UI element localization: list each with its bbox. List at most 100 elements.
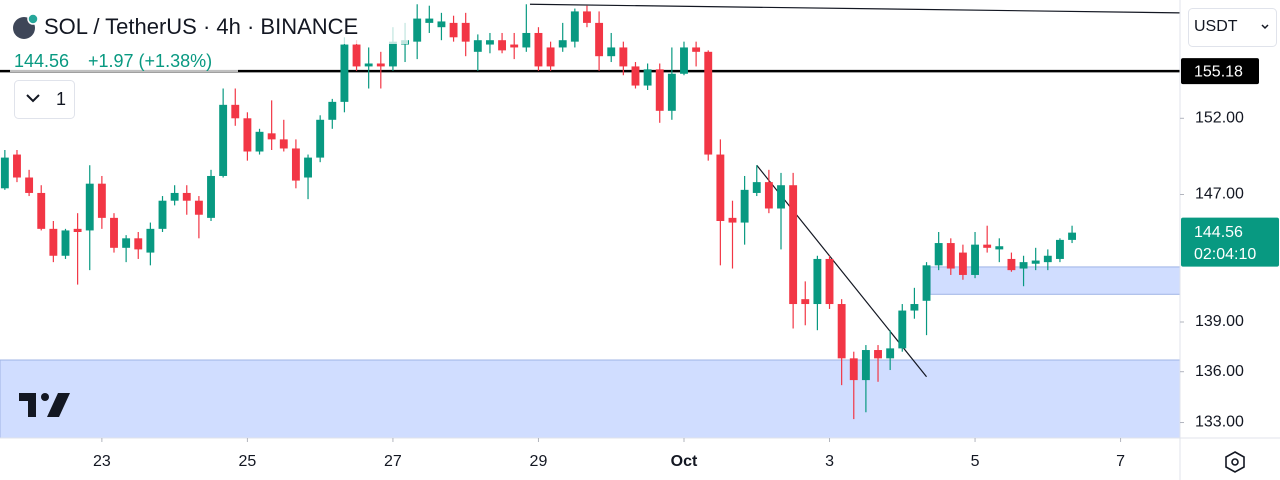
candle-body <box>692 47 701 52</box>
indicator-count: 1 <box>56 89 66 109</box>
zone <box>0 359 1181 439</box>
candle-body <box>437 21 446 28</box>
tv-logo-part <box>19 393 36 417</box>
candle-body <box>716 154 725 222</box>
candle-body <box>995 246 1004 250</box>
candle-body <box>546 47 555 67</box>
chevron-icon <box>1261 24 1269 30</box>
candle-body <box>643 69 652 86</box>
candle-body <box>61 230 70 256</box>
y-tick-label: 152.00 <box>1195 110 1244 127</box>
candle-body <box>425 18 434 23</box>
last-price: 144.56 <box>14 51 69 71</box>
settings-icon[interactable] <box>1225 451 1245 473</box>
candle-body <box>352 44 361 67</box>
candle-body <box>110 217 118 248</box>
candle-body <box>764 182 773 209</box>
trendline <box>756 164 928 378</box>
symbol-title: SOL / TetherUS · 4h · BINANCE <box>44 14 358 39</box>
x-tick-label: 23 <box>93 453 111 470</box>
candle-body <box>607 47 616 57</box>
y-tick-label: 136.00 <box>1195 363 1244 380</box>
price-change: +1.97 (+1.38%) <box>88 51 212 71</box>
currency-dropdown[interactable] <box>1188 8 1277 47</box>
candle-body <box>243 118 252 152</box>
candle-body <box>510 44 519 48</box>
y-tick-label: 139.00 <box>1195 313 1244 330</box>
candle-body <box>473 40 482 52</box>
level-price-box <box>1181 58 1259 85</box>
candle-body <box>958 252 967 275</box>
candle-body <box>328 101 337 120</box>
y-tick-label: 133.00 <box>1195 414 1244 431</box>
candle-body <box>595 22 604 57</box>
candle-body <box>207 175 215 218</box>
candle-body <box>25 177 34 193</box>
candle-body <box>0 157 9 189</box>
candle-body <box>449 22 458 38</box>
candle-body <box>522 32 531 48</box>
last-price-label: 144.56 <box>1194 224 1243 241</box>
candle-body <box>825 258 834 305</box>
candle-body <box>655 69 664 111</box>
symbol-logo <box>27 13 39 25</box>
candle-body <box>837 304 846 359</box>
indicator-toggle[interactable] <box>14 80 75 119</box>
candle-body <box>388 41 397 67</box>
candle-body <box>777 185 785 209</box>
candle-body <box>898 310 907 349</box>
x-tick-label: 3 <box>825 453 834 470</box>
candle-body <box>801 299 810 305</box>
candle-body <box>170 192 179 201</box>
legend: SOL / TetherUS · 4h · BINANCE 144.56 +1.… <box>8 6 408 119</box>
candle-body <box>1031 260 1040 264</box>
candle-body <box>376 63 385 67</box>
candle-body <box>1019 262 1028 269</box>
candle-body <box>231 104 240 119</box>
legend-bg <box>10 50 238 72</box>
tv-logo-part <box>47 393 70 417</box>
y-tick-label: 147.00 <box>1195 186 1244 203</box>
settings-icon <box>1231 458 1239 466</box>
candle-body <box>922 265 931 301</box>
candle-body <box>279 139 288 149</box>
currency: USDT <box>1194 18 1238 35</box>
candle-body <box>37 192 46 229</box>
candle-body <box>255 131 264 152</box>
x-tick-label: 25 <box>239 453 257 470</box>
candle-body <box>667 73 676 111</box>
candle-body <box>291 148 300 181</box>
candle-body <box>813 258 822 305</box>
axes: 152.00 147.00 139.00 136.00 133.00 23 25 27 29 Oc… <box>93 58 1279 470</box>
candle-body <box>874 350 882 359</box>
candle-body <box>583 11 591 23</box>
x-tick-label: 27 <box>384 453 402 470</box>
candle-body <box>728 217 737 223</box>
tv-logo-part <box>41 393 49 401</box>
candle-body <box>886 348 895 359</box>
candle-body <box>1007 258 1016 271</box>
tv-logo <box>19 393 70 417</box>
candle-body <box>134 238 143 250</box>
chevron-icon <box>26 94 40 103</box>
x-tick-label: 7 <box>1116 453 1125 470</box>
candle-body <box>910 304 919 311</box>
candle-body <box>934 243 943 266</box>
candle-body <box>558 40 567 48</box>
x-tick-label: 5 <box>971 453 980 470</box>
candle-body <box>364 63 373 67</box>
candle-body <box>680 47 688 74</box>
candle-body <box>97 183 106 218</box>
candle-body <box>304 157 312 178</box>
candle-body <box>267 133 276 140</box>
candle-body <box>486 40 494 45</box>
candle-body <box>789 185 798 305</box>
plot-area <box>0 3 1181 439</box>
x-tick-label: Oct <box>671 453 698 470</box>
candle-body <box>1043 255 1052 263</box>
legend-bg <box>8 6 408 44</box>
candle-body <box>1068 232 1077 240</box>
trendline <box>529 3 1181 14</box>
candle-body <box>971 244 979 275</box>
